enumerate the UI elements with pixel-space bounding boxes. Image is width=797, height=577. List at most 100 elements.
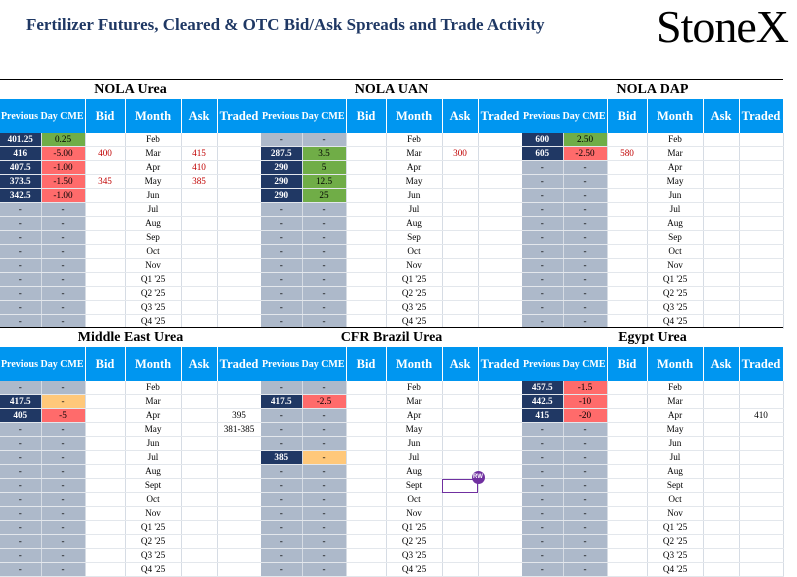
cell-bid <box>346 464 387 479</box>
cell-month: Apr <box>647 408 704 423</box>
cell-bid <box>85 394 126 409</box>
cell-month: Mar <box>386 394 443 409</box>
cell-bid <box>85 230 126 245</box>
cell-prev: 373.5 <box>0 174 42 189</box>
cell-traded <box>478 216 523 231</box>
cell-prev: - <box>0 450 42 465</box>
cell-prev: - <box>522 548 564 563</box>
cell-bid <box>85 492 126 507</box>
cell-traded <box>739 450 784 465</box>
cell-month: Aug <box>386 216 443 231</box>
cell-ask <box>181 244 218 259</box>
cell-traded: 410 <box>739 408 784 423</box>
table-row: 416 -5.00 400 Mar 415 <box>0 146 262 161</box>
cell-ask <box>703 174 740 189</box>
cell-traded <box>478 381 523 395</box>
cell-month: Aug <box>647 216 704 231</box>
cell-ask <box>181 562 218 577</box>
cell-prev: - <box>522 300 564 315</box>
cell-traded <box>739 436 784 451</box>
table-row: - - Q3 '25 <box>261 548 523 563</box>
cell-prev: - <box>0 314 42 329</box>
table-row: 457.5 -1.5 Feb <box>522 381 784 395</box>
cell-month: Apr <box>386 160 443 175</box>
cell-ask <box>442 422 479 437</box>
cell-prev: - <box>261 258 303 273</box>
panel-nola-dap: NOLA DAP Previous Day CME Bid Month Ask Trade… <box>522 79 784 329</box>
cell-month: Jun <box>386 436 443 451</box>
cell-chg: - <box>302 422 347 437</box>
cell-chg: - <box>563 520 608 535</box>
cell-chg: - <box>41 492 86 507</box>
table-row: - - May <box>261 422 523 437</box>
column-header: Previous Day CME <box>0 99 86 133</box>
cell-bid <box>607 450 648 465</box>
table-row: 605 -2.50 580 Mar <box>522 146 784 161</box>
cell-traded <box>739 562 784 577</box>
cell-traded <box>739 202 784 217</box>
cell-ask <box>703 562 740 577</box>
cell-month: Feb <box>647 381 704 395</box>
column-header: Ask <box>181 347 218 381</box>
cell-prev: - <box>522 562 564 577</box>
cell-chg: - <box>302 408 347 423</box>
cell-prev: 416 <box>0 146 42 161</box>
table-row: - - Sept <box>0 478 262 493</box>
table-row: - - Sep <box>261 230 523 245</box>
cell-ask <box>442 286 479 301</box>
cell-traded <box>217 272 262 287</box>
cell-traded: 381-385 <box>217 422 262 437</box>
column-header: Month <box>125 99 182 133</box>
comment-badge-icon[interactable]: RW <box>471 471 485 484</box>
table-row: - - Oct <box>522 492 784 507</box>
table-row: - - Oct <box>0 244 262 259</box>
cell-bid <box>85 562 126 577</box>
cell-month: Feb <box>647 133 704 147</box>
cell-month: Q3 '25 <box>386 548 443 563</box>
cell-month: Jul <box>386 450 443 465</box>
cell-bid <box>346 408 387 423</box>
cell-chg: - <box>41 520 86 535</box>
price-table: Previous Day CME Bid Month Ask Traded - - Feb 41… <box>261 347 523 577</box>
cell-chg: - <box>302 478 347 493</box>
cell-chg: - <box>563 216 608 231</box>
cell-month: Nov <box>647 506 704 521</box>
cell-prev: - <box>522 188 564 203</box>
cell-traded <box>739 174 784 189</box>
cell-bid <box>607 381 648 395</box>
cell-chg: - <box>563 534 608 549</box>
cell-bid <box>346 160 387 175</box>
cell-bid <box>607 216 648 231</box>
cell-bid <box>346 272 387 287</box>
cell-chg: -10 <box>563 394 608 409</box>
cell-month: Q2 '25 <box>386 286 443 301</box>
cell-bid <box>346 146 387 161</box>
column-header: Traded <box>739 347 784 381</box>
cell-month: Q3 '25 <box>386 300 443 315</box>
column-header: Previous Day CME <box>522 347 608 381</box>
cell-traded <box>217 492 262 507</box>
cell-ask <box>703 202 740 217</box>
cell-prev: - <box>522 216 564 231</box>
cell-traded <box>739 478 784 493</box>
cell-bid <box>607 244 648 259</box>
cell-chg: - <box>41 300 86 315</box>
cell-traded <box>478 146 523 161</box>
cell-chg: - <box>563 478 608 493</box>
cell-traded <box>217 188 262 203</box>
cell-month: Apr <box>386 408 443 423</box>
table-row: - - Nov <box>0 258 262 273</box>
column-header: Bid <box>607 347 648 381</box>
cell-ask <box>181 394 218 409</box>
cell-prev: 605 <box>522 146 564 161</box>
cell-ask <box>703 450 740 465</box>
cell-prev: - <box>261 422 303 437</box>
table-row: - - Nov <box>522 258 784 273</box>
cell-month: Oct <box>647 492 704 507</box>
cell-ask <box>442 300 479 315</box>
cell-ask <box>703 478 740 493</box>
column-header: Ask <box>181 99 218 133</box>
cell-chg: - <box>563 188 608 203</box>
table-row: - - Jul <box>261 202 523 217</box>
column-header: Ask <box>703 347 740 381</box>
